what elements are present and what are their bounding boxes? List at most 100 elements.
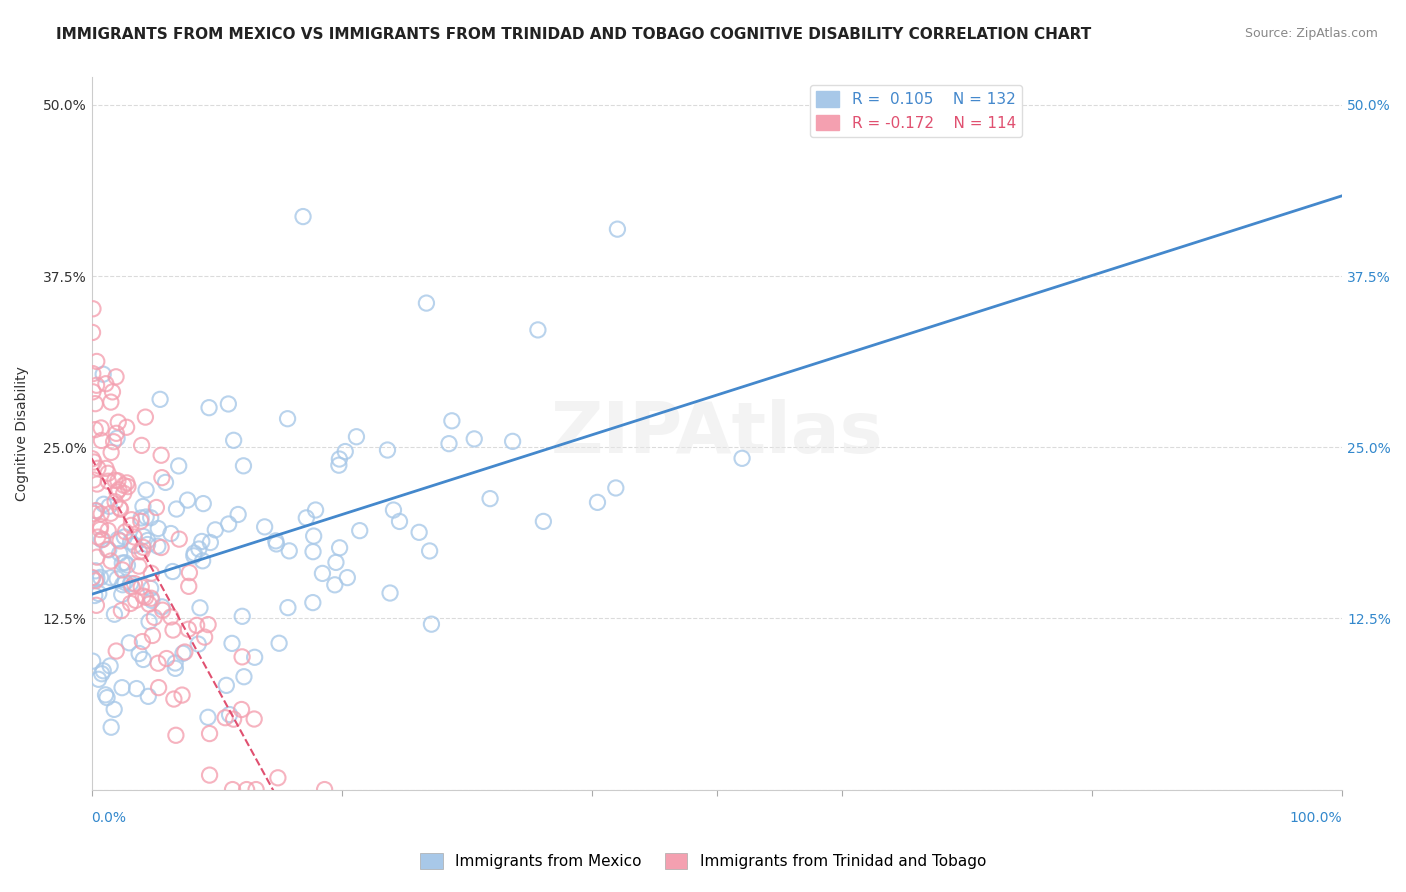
Point bbox=[408, 525, 430, 540]
Point bbox=[120, 518, 142, 533]
Point bbox=[125, 681, 148, 696]
Point bbox=[87, 461, 110, 475]
Text: 100.0%: 100.0% bbox=[1289, 811, 1343, 824]
Point bbox=[232, 458, 254, 473]
Point bbox=[125, 593, 148, 607]
Point bbox=[105, 431, 128, 445]
Point bbox=[90, 434, 112, 448]
Point bbox=[266, 537, 288, 551]
Point bbox=[377, 443, 399, 458]
Point bbox=[84, 574, 107, 588]
Point bbox=[177, 579, 200, 593]
Point bbox=[167, 532, 190, 546]
Point bbox=[437, 436, 460, 450]
Point bbox=[232, 670, 254, 684]
Point bbox=[292, 210, 315, 224]
Point bbox=[103, 434, 125, 449]
Point bbox=[82, 570, 104, 584]
Point bbox=[115, 420, 138, 434]
Point bbox=[149, 392, 172, 407]
Point bbox=[97, 524, 120, 538]
Point bbox=[479, 491, 502, 506]
Point bbox=[335, 444, 357, 458]
Point bbox=[83, 589, 105, 603]
Point bbox=[136, 690, 159, 704]
Point bbox=[527, 323, 550, 337]
Point bbox=[90, 421, 112, 435]
Point bbox=[197, 710, 219, 724]
Point bbox=[101, 384, 124, 399]
Point bbox=[132, 529, 155, 543]
Point bbox=[226, 508, 249, 522]
Point bbox=[139, 510, 162, 524]
Point bbox=[100, 506, 122, 520]
Point bbox=[145, 500, 167, 515]
Point bbox=[104, 473, 127, 487]
Point bbox=[82, 301, 104, 316]
Point bbox=[502, 434, 524, 449]
Point bbox=[267, 771, 290, 785]
Point bbox=[91, 368, 114, 382]
Point bbox=[90, 507, 112, 521]
Point bbox=[267, 636, 290, 650]
Point bbox=[131, 438, 153, 452]
Point bbox=[277, 600, 299, 615]
Point bbox=[110, 502, 132, 516]
Point bbox=[200, 535, 222, 549]
Point bbox=[222, 712, 245, 726]
Point bbox=[86, 504, 108, 518]
Point bbox=[440, 414, 463, 428]
Point bbox=[304, 503, 326, 517]
Point bbox=[150, 448, 173, 462]
Point bbox=[150, 541, 173, 555]
Point bbox=[128, 559, 150, 574]
Point bbox=[336, 571, 359, 585]
Point bbox=[167, 458, 190, 473]
Point bbox=[328, 458, 350, 473]
Point bbox=[105, 485, 128, 500]
Point bbox=[112, 486, 135, 500]
Point bbox=[463, 432, 485, 446]
Point bbox=[325, 555, 347, 569]
Point bbox=[218, 707, 240, 722]
Point bbox=[96, 542, 118, 557]
Point bbox=[329, 541, 352, 555]
Point bbox=[82, 571, 104, 585]
Point bbox=[193, 497, 215, 511]
Point bbox=[163, 692, 186, 706]
Point bbox=[138, 615, 160, 629]
Point bbox=[160, 610, 183, 624]
Point bbox=[221, 636, 243, 650]
Point bbox=[103, 702, 125, 716]
Point bbox=[107, 415, 129, 429]
Point bbox=[122, 530, 145, 544]
Point bbox=[295, 511, 318, 525]
Point bbox=[131, 634, 153, 648]
Point bbox=[135, 510, 157, 524]
Point bbox=[108, 500, 131, 515]
Point bbox=[100, 571, 122, 585]
Point bbox=[218, 516, 240, 531]
Point bbox=[108, 483, 131, 497]
Point bbox=[117, 558, 139, 573]
Point bbox=[187, 637, 209, 651]
Point bbox=[146, 539, 169, 553]
Point bbox=[134, 410, 156, 425]
Point bbox=[155, 475, 177, 490]
Point bbox=[84, 397, 107, 411]
Point bbox=[82, 451, 104, 466]
Point bbox=[98, 500, 121, 514]
Point bbox=[148, 681, 170, 695]
Point bbox=[100, 720, 122, 734]
Point bbox=[382, 503, 405, 517]
Point bbox=[94, 688, 117, 702]
Point bbox=[183, 549, 205, 563]
Point bbox=[231, 609, 253, 624]
Point bbox=[197, 617, 219, 632]
Point bbox=[605, 481, 627, 495]
Point bbox=[264, 533, 287, 548]
Point bbox=[152, 603, 174, 617]
Point bbox=[112, 530, 135, 544]
Point bbox=[221, 782, 243, 797]
Point bbox=[120, 597, 142, 611]
